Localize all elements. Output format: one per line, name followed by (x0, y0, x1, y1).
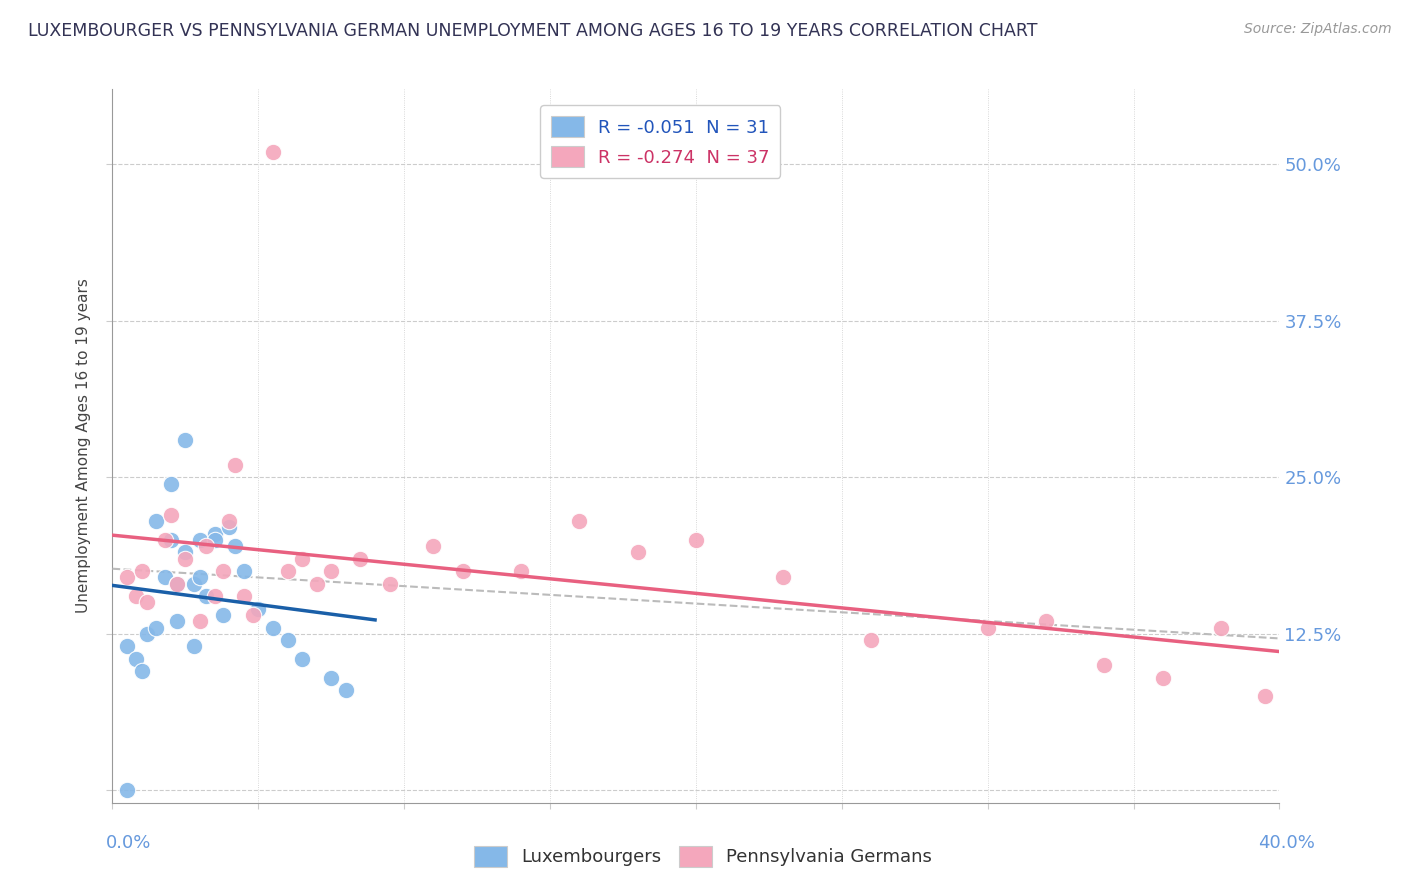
Point (125, 652, 148, 666)
Point (772, 570, 794, 584)
Point (115, 783, 138, 797)
Point (976, 621, 998, 635)
Point (218, 514, 240, 528)
Point (1152, 671, 1174, 685)
Point (194, 589, 217, 603)
Point (422, 539, 444, 553)
Legend: Luxembourgers, Pennsylvania Germans: Luxembourgers, Pennsylvania Germans (467, 838, 939, 874)
Point (232, 564, 254, 578)
Point (247, 601, 270, 615)
Text: 0.0%: 0.0% (105, 834, 150, 852)
Point (262, 621, 284, 635)
Point (160, 476, 183, 491)
Point (125, 589, 148, 603)
Point (166, 576, 188, 591)
Point (291, 652, 314, 666)
Point (136, 627, 159, 641)
Point (335, 683, 357, 698)
Point (183, 640, 205, 654)
Point (166, 614, 188, 628)
Point (183, 576, 205, 591)
Point (204, 526, 226, 541)
Point (115, 640, 138, 654)
Point (166, 576, 188, 591)
Text: LUXEMBOURGER VS PENNSYLVANIA GERMAN UNEMPLOYMENT AMONG AGES 16 TO 19 YEARS CORRE: LUXEMBOURGER VS PENNSYLVANIA GERMAN UNEM… (28, 22, 1038, 40)
Point (131, 564, 153, 578)
Point (291, 551, 314, 566)
Point (321, 564, 343, 578)
Point (451, 564, 474, 578)
Point (509, 564, 531, 578)
Point (1209, 621, 1232, 635)
Text: 40.0%: 40.0% (1258, 834, 1315, 852)
Point (153, 570, 176, 584)
Point (224, 458, 246, 472)
Point (232, 589, 254, 603)
Point (204, 589, 226, 603)
Point (276, 633, 298, 648)
Point (145, 514, 167, 528)
Y-axis label: Unemployment Among Ages 16 to 19 years: Unemployment Among Ages 16 to 19 years (76, 278, 91, 614)
Point (262, 145, 284, 159)
Point (174, 433, 197, 447)
Point (160, 533, 183, 547)
Point (174, 545, 197, 559)
Point (160, 508, 183, 522)
Point (224, 539, 246, 553)
Point (305, 576, 328, 591)
Point (188, 570, 211, 584)
Point (1254, 690, 1277, 704)
Point (194, 539, 217, 553)
Point (276, 564, 298, 578)
Point (212, 564, 235, 578)
Point (378, 576, 401, 591)
Point (145, 621, 167, 635)
Point (188, 533, 211, 547)
Legend: R = -0.051  N = 31, R = -0.274  N = 37: R = -0.051 N = 31, R = -0.274 N = 37 (540, 105, 780, 178)
Point (568, 514, 591, 528)
Point (349, 551, 371, 566)
Point (1035, 614, 1057, 628)
Point (204, 533, 226, 547)
Text: Source: ZipAtlas.com: Source: ZipAtlas.com (1244, 22, 1392, 37)
Point (1092, 658, 1115, 673)
Point (136, 595, 159, 609)
Point (242, 607, 264, 622)
Point (321, 671, 343, 685)
Point (685, 533, 707, 547)
Point (153, 533, 176, 547)
Point (188, 614, 211, 628)
Point (859, 633, 883, 648)
Point (115, 570, 138, 584)
Point (212, 607, 235, 622)
Point (218, 520, 240, 534)
Point (131, 665, 153, 679)
Point (626, 545, 648, 559)
Point (174, 551, 197, 566)
